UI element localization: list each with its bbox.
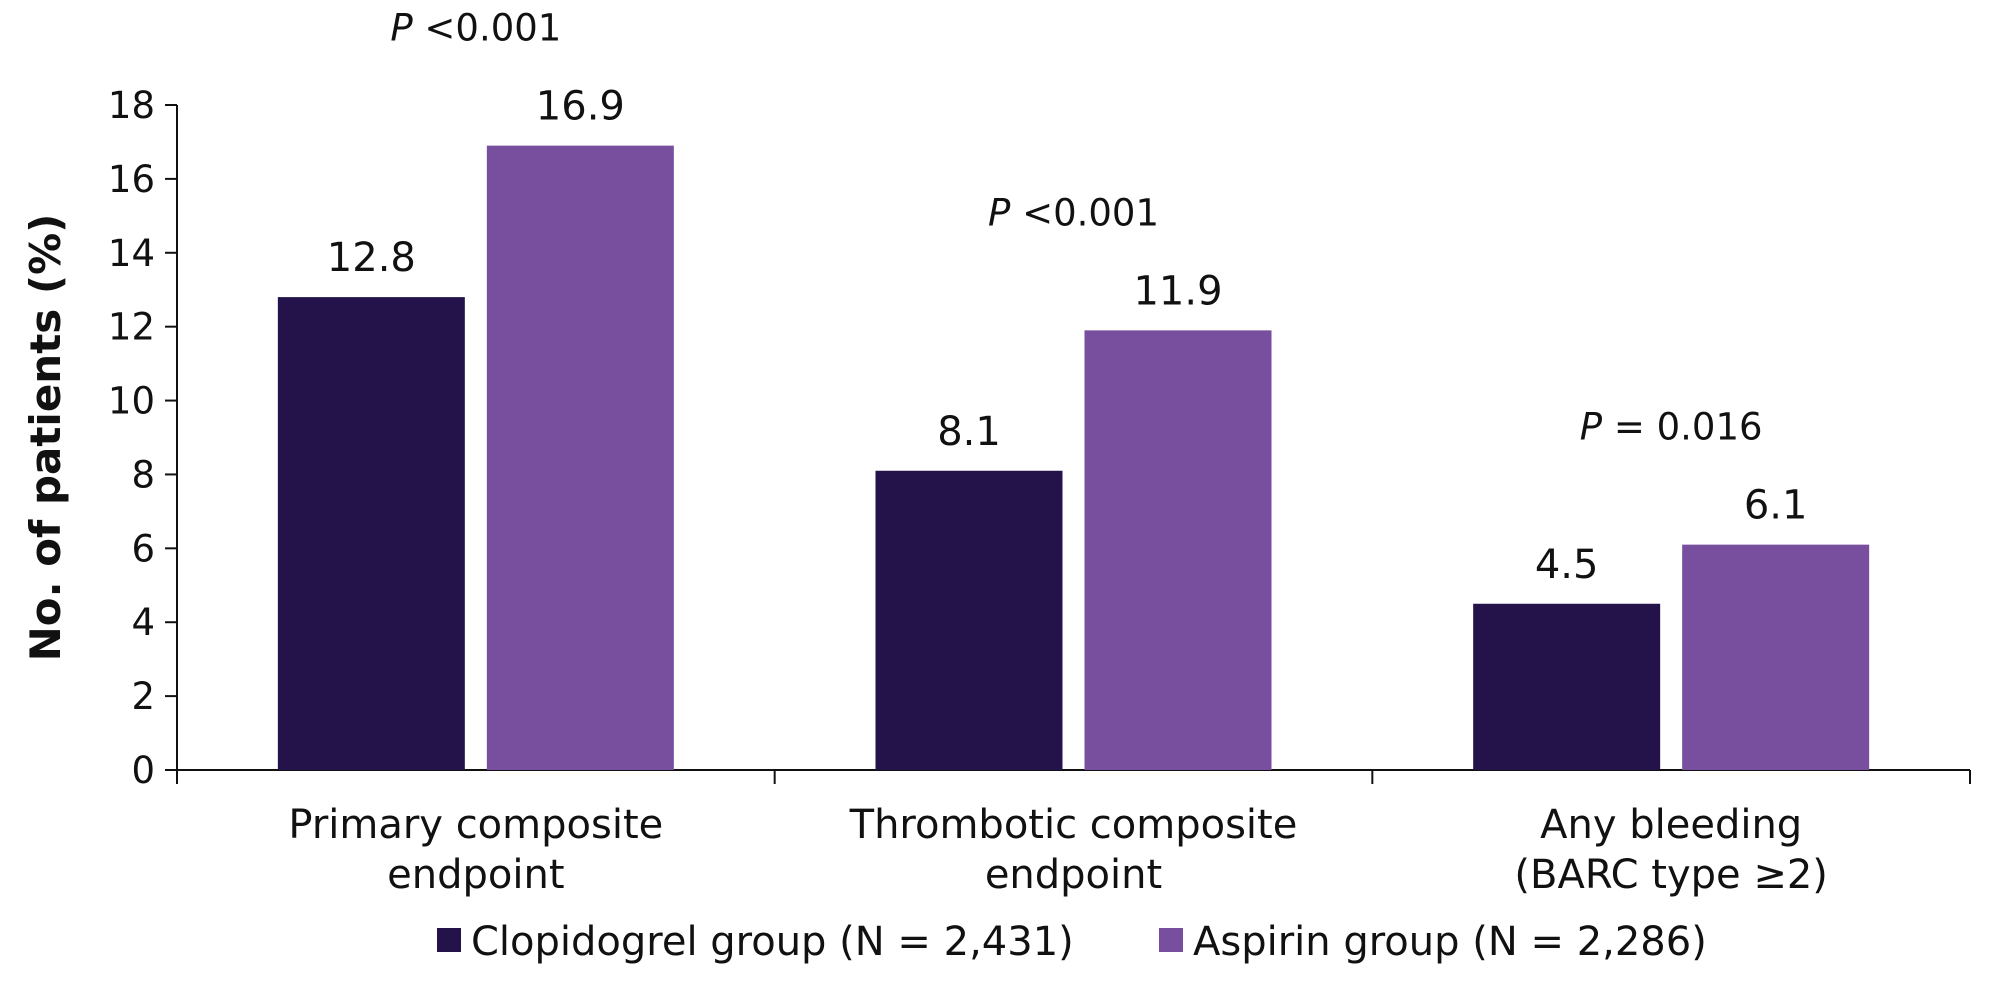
p-value-text: <0.001 (1010, 191, 1159, 234)
p-value-label: P = 0.016 (1580, 406, 1763, 449)
legend-label: Aspirin group (N = 2,286) (1193, 919, 1707, 965)
legend-label: Clopidogrel group (N = 2,431) (471, 919, 1074, 965)
p-value-italic: P (390, 7, 413, 50)
bar-clopidogrel (277, 297, 465, 770)
bar-aspirin (1084, 330, 1272, 770)
value-label: 4.5 (1535, 542, 1599, 588)
p-value-label: P <0.001 (390, 7, 561, 50)
y-tick-label: 12 (108, 306, 155, 349)
p-value-italic: P (988, 191, 1011, 234)
category-label: Thrombotic composite (849, 802, 1298, 848)
y-tick-label: 16 (108, 158, 155, 201)
y-tick-label: 6 (131, 527, 155, 570)
legend-swatch (1159, 928, 1183, 952)
p-value-text: = 0.016 (1602, 406, 1762, 449)
bar-aspirin (1682, 544, 1870, 770)
p-value-text: <0.001 (413, 7, 562, 50)
value-label: 11.9 (1133, 268, 1222, 314)
y-tick-label: 10 (108, 380, 155, 423)
category-label: Any bleeding (1540, 802, 1802, 848)
y-tick-label: 8 (131, 453, 155, 496)
data-labels: 12.8 16.9 P <0.001 8.1 11.9 P <0.001 4.5 6.1 P =… (327, 7, 1808, 588)
legend-swatch (437, 928, 461, 952)
value-label: 6.1 (1744, 483, 1808, 529)
bar-clopidogrel (1473, 603, 1661, 770)
y-tick-label: 4 (131, 601, 155, 644)
category-label: endpoint (387, 852, 564, 898)
p-value-italic: P (1580, 406, 1603, 449)
y-tick-label: 18 (108, 84, 155, 127)
value-label: 12.8 (327, 235, 416, 281)
bar-clopidogrel (875, 470, 1063, 770)
category-label: (BARC type ≥2) (1514, 852, 1828, 898)
bars (277, 145, 1870, 770)
y-tick-label: 0 (131, 749, 155, 792)
value-label: 8.1 (937, 409, 1001, 455)
category-label: endpoint (985, 852, 1162, 898)
value-label: 16.9 (536, 84, 625, 130)
y-axis-label: No. of patients (%) (21, 214, 70, 662)
legend: Clopidogrel group (N = 2,431) Aspirin gro… (437, 919, 1707, 965)
category-label: Primary composite (288, 802, 663, 848)
bar-aspirin (486, 145, 674, 770)
y-tick-label: 2 (131, 675, 155, 718)
y-tick-label: 14 (108, 232, 155, 275)
axes: 0 2 4 6 8 10 12 14 16 18 No. of patients (%) Primar… (21, 84, 1971, 898)
p-value-label: P <0.001 (988, 191, 1159, 234)
